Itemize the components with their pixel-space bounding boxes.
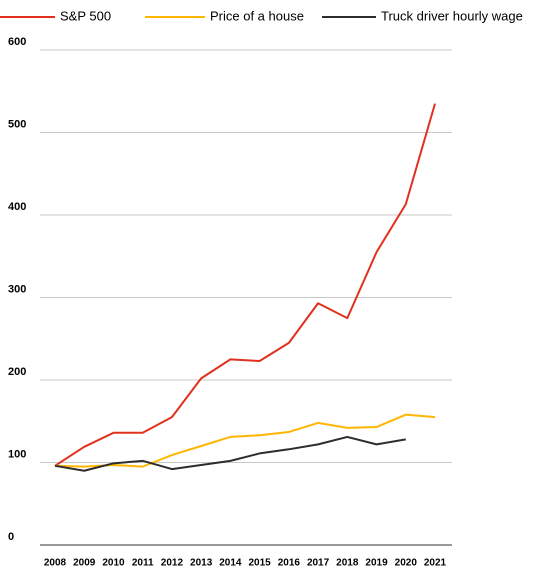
x-tick-label: 2019 — [365, 558, 388, 569]
y-tick-label: 100 — [8, 448, 26, 460]
y-tick-label: 200 — [8, 366, 26, 378]
y-tick-label: 300 — [8, 283, 26, 295]
x-tick-label: 2009 — [73, 558, 96, 569]
x-tick-label: 2016 — [278, 558, 301, 569]
line — [54, 413, 436, 468]
y-tick-label: 500 — [8, 118, 26, 130]
y-tick-label: 600 — [8, 36, 26, 48]
x-tick-label: 2010 — [102, 558, 125, 569]
x-tick-label: 2013 — [190, 558, 213, 569]
x-tick-label: 2021 — [424, 558, 447, 569]
x-tick-label: 2014 — [219, 558, 242, 569]
x-tick-label: 2018 — [336, 558, 359, 569]
x-tick-label: 2012 — [161, 558, 184, 569]
x-tick-label: 2015 — [248, 558, 271, 569]
legend-label: Price of a house — [210, 8, 304, 23]
y-tick-label: 0 — [8, 531, 14, 543]
x-tick-label: 2017 — [307, 558, 330, 569]
legend-label: Truck driver hourly wage — [381, 8, 523, 23]
x-tick-label: 2011 — [132, 558, 154, 569]
y-tick-label: 400 — [8, 201, 26, 213]
line — [54, 435, 406, 472]
x-tick-label: 2020 — [395, 558, 418, 569]
legend-label: S&P 500 — [60, 8, 111, 23]
line — [54, 103, 436, 467]
x-tick-label: 2008 — [44, 558, 67, 569]
